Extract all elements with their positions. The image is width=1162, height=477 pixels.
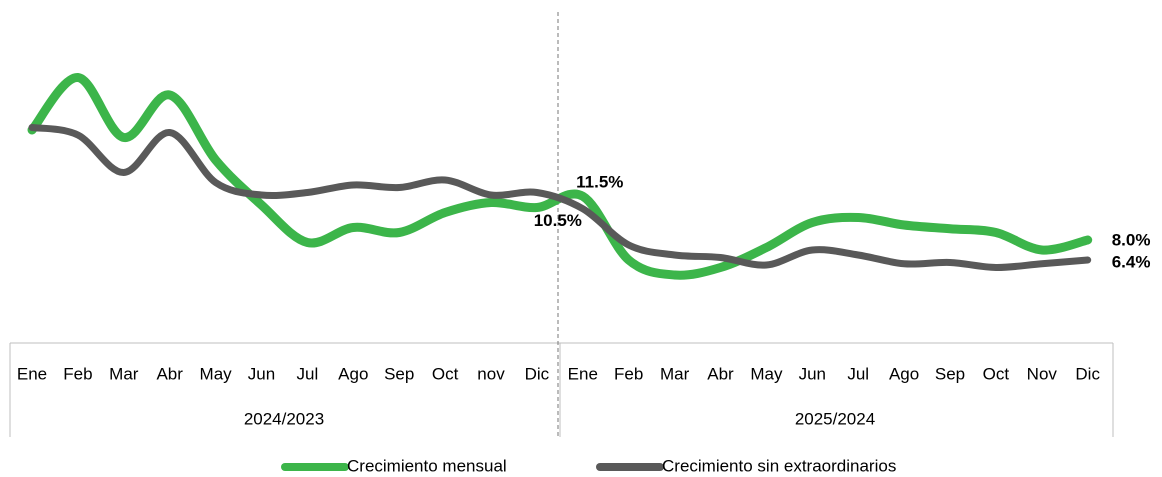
x-tick-label: Oct [983,364,1010,383]
x-tick-label: Jun [248,364,275,383]
x-tick-label: Dic [1075,364,1100,383]
value-label: 10.5% [534,211,582,230]
legend-label: Crecimiento sin extraordinarios [662,456,896,475]
x-tick-label: May [200,364,233,383]
x-tick-label: Jul [847,364,869,383]
x-tick-label: Mar [109,364,139,383]
x-tick-label: May [750,364,783,383]
x-tick-label: Ago [338,364,368,383]
x-tick-label: Mar [660,364,690,383]
x-tick-label: nov [477,364,505,383]
x-tick-label: Ago [889,364,919,383]
x-tick-label: Abr [156,364,183,383]
x-tick-label: Ene [568,364,598,383]
value-label: 6.4% [1112,252,1151,271]
x-tick-label: Nov [1027,364,1058,383]
series-line [28,124,1092,272]
x-tick-label: Jun [799,364,826,383]
x-tick-label: Sep [935,364,965,383]
x-tick-label: Sep [384,364,414,383]
x-tick-label: Oct [432,364,459,383]
series-line [27,73,1093,280]
x-tick-label: Abr [707,364,734,383]
value-label: 8.0% [1112,230,1151,249]
group-label: 2025/2024 [795,409,875,428]
x-tick-label: Dic [525,364,550,383]
x-tick-label: Ene [17,364,47,383]
value-label: 11.5% [576,173,623,192]
x-tick-label: Feb [63,364,92,383]
legend-label: Crecimiento mensual [347,456,507,475]
x-tick-label: Jul [297,364,319,383]
group-label: 2024/2023 [244,409,324,428]
x-tick-label: Feb [614,364,643,383]
